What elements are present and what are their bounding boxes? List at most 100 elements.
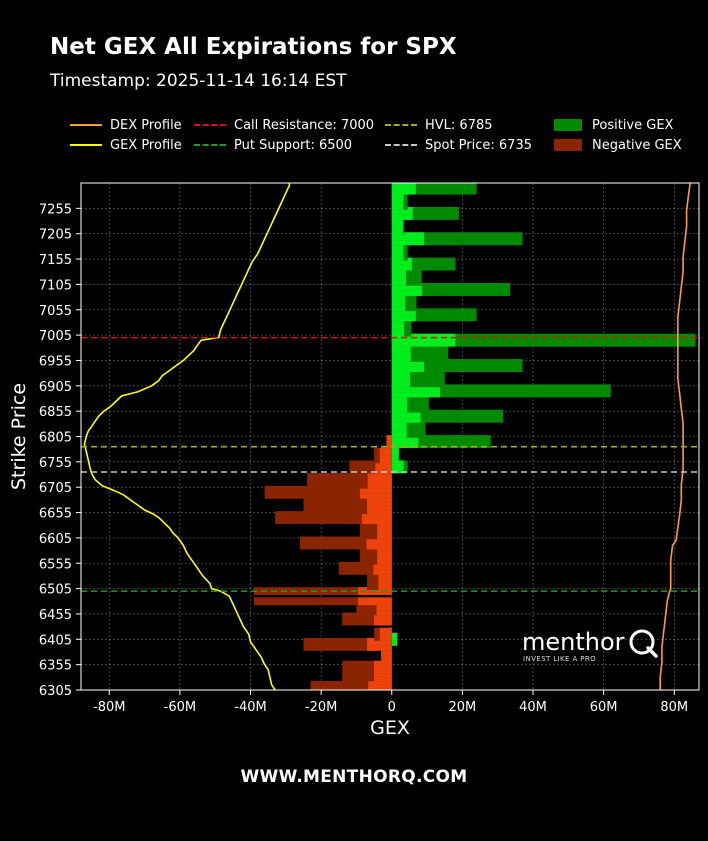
y-tick-label: 6505 [39,583,72,598]
negative-gex-bar [264,490,392,499]
legend-label: Negative GEX [592,137,682,153]
legend-label: Put Support: 6500 [234,137,353,153]
positive-gex-bar [391,257,456,266]
positive-expiry-bar [391,379,411,388]
positive-gex-bar [391,270,422,279]
positive-expiry-bar [391,227,403,236]
negative-gex-bar [303,506,392,514]
negative-expiry-bar [361,511,392,520]
negative-expiry-bar [378,574,392,583]
negative-expiry-bar [377,549,392,558]
negative-gex-bar [303,498,392,507]
negative-expiry-bar [360,485,392,494]
y-tick-label: 6455 [39,608,72,623]
chart-subtitle: Timestamp: 2025-11-14 16:14 EST [50,71,347,91]
negative-expiry-bar [379,627,392,636]
y-tick-label: 6755 [39,456,72,471]
y-tick-label: 6855 [39,405,72,420]
positive-expiry-bar [391,257,413,266]
legend-item: Spot Price: 6735 [385,135,532,155]
positive-expiry-bar [391,212,413,220]
y-tick-label: 6605 [39,532,72,547]
negative-expiry-bar [379,632,392,641]
negative-expiry-bar [367,506,392,514]
x-tick-label: -60M [164,700,196,715]
negative-expiry-bar [381,653,392,661]
positive-gex-bar [391,308,477,317]
positive-gex-bar [391,389,611,398]
negative-expiry-bar [367,498,392,507]
x-tick-label: 60M [590,700,618,715]
positive-gex-bar [391,262,456,271]
legend-label: Spot Price: 6735 [425,137,532,153]
positive-expiry-bar [391,346,411,355]
positive-expiry-bar [391,308,416,317]
y-tick-label: 7155 [39,253,72,268]
negative-gex-bar [299,541,392,550]
negative-gex-bar [342,673,392,682]
positive-gex-bar [391,435,491,443]
positive-expiry-bar [391,440,419,449]
positive-gex-bar [391,288,511,296]
positive-expiry-bar [391,460,404,469]
positive-expiry-bar [391,262,413,271]
negative-expiry-bar [376,607,392,616]
legend-label: Positive GEX [592,117,674,133]
menthor-watermark: menthor INVEST LIKE A PRO [520,628,670,668]
positive-expiry-bar [391,632,398,641]
negative-expiry-bar [367,642,392,651]
positive-gex-bar [391,414,504,423]
positive-expiry-bar [391,313,416,322]
negative-gex-bar [356,602,392,611]
negative-expiry-bar [366,541,392,550]
positive-expiry-bar [391,371,411,380]
negative-gex-bar [307,473,392,481]
positive-expiry-bar [391,404,408,413]
negative-gex-bar [310,681,392,689]
positive-expiry-bar [391,232,425,241]
positive-expiry-bar [391,397,408,405]
negative-expiry-bar [374,665,392,674]
negative-expiry-bar [373,561,392,570]
legend-label: GEX Profile [110,137,182,153]
legend-swatch [70,124,102,126]
positive-expiry-bar [391,353,411,362]
y-tick-label: 6355 [39,659,72,674]
negative-gex-bar [338,566,392,575]
negative-expiry-bar [386,435,392,443]
positive-expiry-bar [391,430,407,438]
positive-expiry-bar [391,435,419,443]
positive-expiry-bar [391,206,413,215]
watermark-tagline: INVEST LIKE A PRO [523,655,597,663]
positive-expiry-bar [391,465,404,474]
negative-gex-bar [359,523,392,532]
x-tick-label: -20M [305,700,337,715]
y-tick-label: 7205 [39,228,72,243]
negative-gex-bar [303,642,392,651]
positive-expiry-bar [391,219,403,228]
negative-gex-bar [338,561,392,570]
positive-expiry-bar [391,186,416,195]
positive-gex-bar [391,206,459,215]
negative-expiry-bar [377,556,392,565]
x-tick-label: 40M [519,700,547,715]
y-tick-label: 6955 [39,354,72,369]
legend-swatch [70,144,102,146]
negative-expiry-bar [377,531,392,540]
negative-expiry-bar [378,582,392,590]
positive-gex-bar [391,404,429,413]
negative-expiry-bar [367,473,392,481]
positive-gex-bar [391,353,449,362]
x-tick-label: 0 [388,700,396,715]
y-axis-label: Strike Price [8,383,30,490]
positive-expiry-bar [391,288,422,296]
y-tick-label: 7055 [39,304,72,319]
positive-expiry-bar [391,455,399,464]
positive-expiry-bar [391,277,406,286]
y-tick-label: 6805 [39,431,72,446]
legend-swatch [385,144,417,146]
positive-gex-bar [391,430,426,438]
legend-label: Call Resistance: 7000 [234,117,375,133]
negative-expiry-bar [366,536,392,545]
